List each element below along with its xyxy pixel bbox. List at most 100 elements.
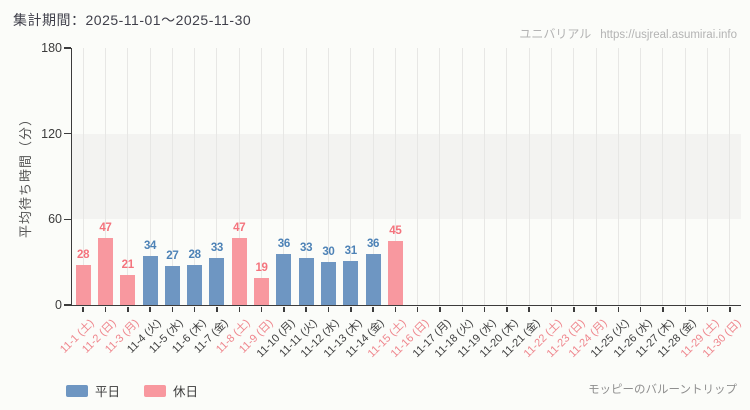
x-tick-day-8 xyxy=(238,306,240,312)
gridline xyxy=(261,48,263,305)
page-title: 集計期間：2025-11-01～2025-11-30 xyxy=(13,12,252,28)
bar-day-12 xyxy=(320,262,336,305)
gridline xyxy=(104,48,106,305)
watermark-site-name: ユニバリアル xyxy=(519,27,592,41)
bar-value-day-13: 31 xyxy=(344,244,358,257)
gridline xyxy=(305,48,307,305)
y-tick-180 xyxy=(64,47,71,49)
bar-value-day-4: 34 xyxy=(143,240,157,253)
bar-value-day-5: 27 xyxy=(166,250,179,263)
x-tick-day-4 xyxy=(149,306,151,312)
x-tick-day-6 xyxy=(193,306,196,312)
gridline xyxy=(194,48,196,305)
attraction-name: モッピーのバルーントリップ xyxy=(588,384,737,396)
watermark: ユニバリアル https://usjreal.asumirai.info xyxy=(519,25,737,42)
bar-value-day-8: 47 xyxy=(233,221,246,234)
bar-value-day-3: 21 xyxy=(121,259,135,272)
bar-day-11 xyxy=(298,257,314,305)
bar-value-day-1: 28 xyxy=(77,249,90,262)
gridline xyxy=(350,48,352,305)
x-tick-day-11 xyxy=(305,306,307,312)
x-tick-day-30 xyxy=(729,306,731,312)
bar-value-day-15: 45 xyxy=(389,224,402,237)
x-tick-day-26 xyxy=(639,306,642,312)
bar-day-4 xyxy=(142,256,158,305)
gridline xyxy=(707,48,709,305)
gridline xyxy=(82,48,84,305)
x-tick-day-23 xyxy=(573,306,575,312)
shaded-band xyxy=(72,133,741,220)
gridline xyxy=(729,48,731,305)
y-tick-label-180: 180 xyxy=(41,41,62,55)
x-tick-day-1 xyxy=(82,306,84,312)
watermark-url: https://usjreal.asumirai.info xyxy=(600,29,737,41)
x-tick-day-3 xyxy=(127,306,129,312)
gridline xyxy=(684,48,686,305)
bar-value-day-14: 36 xyxy=(366,237,380,250)
legend-holiday-label: 休日 xyxy=(173,385,199,399)
weekday-swatch xyxy=(66,384,88,397)
bar-day-14 xyxy=(365,253,381,305)
x-tick-day-5 xyxy=(171,306,174,312)
holiday-swatch xyxy=(144,384,167,397)
gridline xyxy=(127,48,129,305)
gridline xyxy=(439,48,441,305)
bar-day-15 xyxy=(387,240,403,305)
y-tick-60 xyxy=(64,218,71,221)
x-tick-day-29 xyxy=(706,306,709,312)
y-tick-label-60: 60 xyxy=(48,212,62,227)
gridline xyxy=(216,48,218,305)
gridline xyxy=(506,48,508,305)
bar-day-5 xyxy=(164,266,180,305)
bar-day-3 xyxy=(120,275,136,305)
x-tick-day-18 xyxy=(461,306,463,312)
gridline xyxy=(283,48,285,305)
bar-day-9 xyxy=(254,277,270,305)
bar-day-1 xyxy=(75,265,91,305)
y-tick-0 xyxy=(64,304,71,306)
gridline xyxy=(417,48,419,305)
y-tick-label-0: 0 xyxy=(55,298,62,312)
bar-day-2 xyxy=(97,237,113,305)
x-tick-day-16 xyxy=(416,306,419,312)
gridline xyxy=(461,48,463,305)
gridline xyxy=(171,48,173,305)
x-tick-day-24 xyxy=(595,306,597,312)
bar-day-13 xyxy=(343,260,359,305)
gridline xyxy=(550,48,552,305)
bar-value-day-12: 30 xyxy=(322,246,335,259)
x-tick-day-25 xyxy=(617,306,620,312)
y-tick-120 xyxy=(64,132,71,135)
gridline xyxy=(394,48,396,305)
plot-area: 11-1 (土) 28 11-2 (日) 47 11-3 (月) 21 11-4 (火) 34… xyxy=(41,41,743,360)
gridline xyxy=(573,48,575,305)
x-tick-day-28 xyxy=(684,306,686,312)
x-tick-day-9 xyxy=(260,306,263,312)
x-tick-day-10 xyxy=(283,306,285,312)
bar-day-10 xyxy=(276,253,292,305)
bar-day-8 xyxy=(231,237,247,305)
x-tick-day-15 xyxy=(394,306,397,312)
bar-day-7 xyxy=(209,257,225,305)
x-tick-day-19 xyxy=(483,306,486,312)
bar-value-day-10: 36 xyxy=(277,237,291,250)
x-tick-day-21 xyxy=(528,306,530,312)
gridline xyxy=(617,48,619,305)
gridline xyxy=(327,48,329,305)
bar-value-day-6: 28 xyxy=(188,249,202,262)
x-tick-day-22 xyxy=(550,306,553,312)
gridline xyxy=(149,48,151,305)
bar-value-day-7: 33 xyxy=(210,241,224,254)
x-tick-day-2 xyxy=(104,306,107,312)
x-tick-day-14 xyxy=(372,306,374,312)
y-tick-label-120: 120 xyxy=(41,126,62,141)
legend: 平日 休日 xyxy=(66,381,198,400)
gridline xyxy=(640,48,642,305)
legend-weekday-label: 平日 xyxy=(95,385,121,399)
bar-value-day-11: 33 xyxy=(300,241,313,254)
gridline xyxy=(484,48,486,305)
gridline xyxy=(238,48,240,305)
x-tick-day-7 xyxy=(216,306,218,312)
gridline xyxy=(662,48,664,305)
gridline xyxy=(528,48,530,305)
